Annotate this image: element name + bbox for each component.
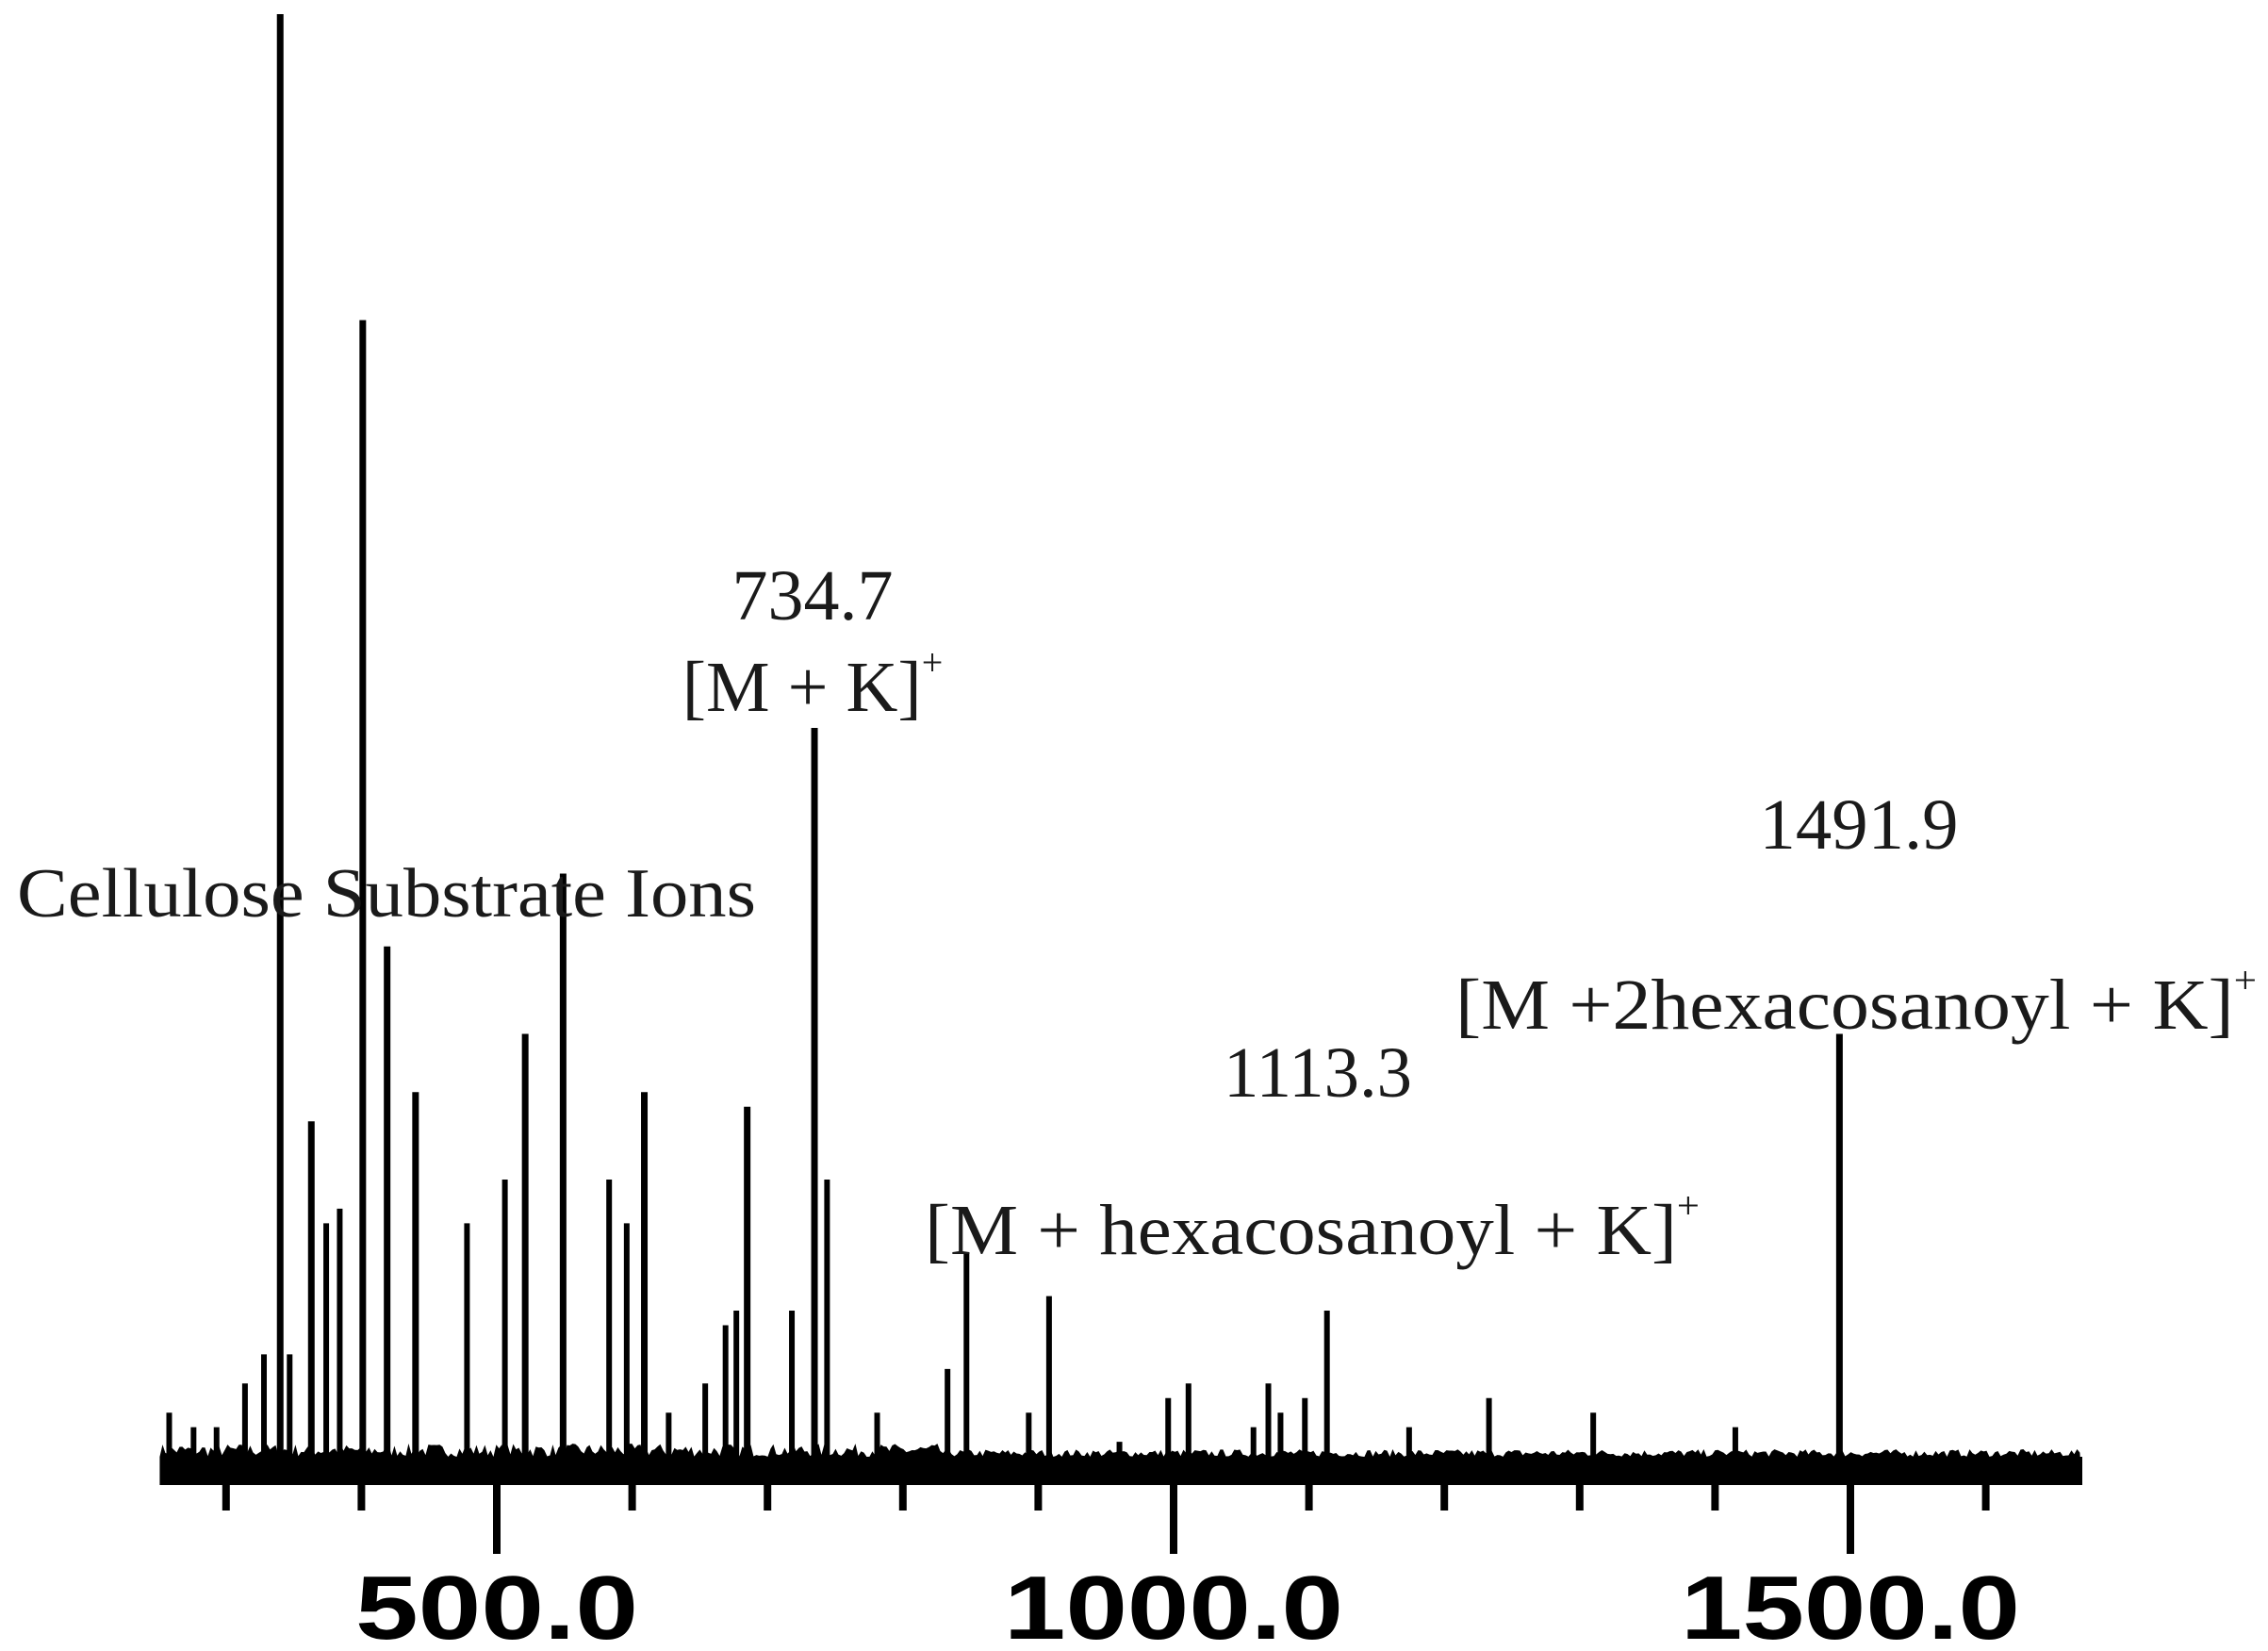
cellulose-substrate-ions-label: Cellulose Substrate Ions	[17, 855, 756, 933]
peak-1491-ion-formula: [M +2hexacosanoyl + K]	[1455, 966, 2234, 1045]
x-tick-label-500: 500.0	[355, 1558, 638, 1651]
peak-1113-mz-label: 1113.3	[1224, 1033, 1412, 1113]
peak-1113-charge: +	[1677, 1184, 1700, 1227]
peak-1491-mz-label: 1491.9	[1760, 785, 1959, 865]
peak-1113-ion-label: [M + hexacosanoyl + K] +	[925, 1184, 1700, 1270]
x-tick-label-1500: 1500.0	[1681, 1558, 2020, 1651]
peak-734-charge: +	[922, 641, 944, 684]
spectrum-peaks	[166, 14, 1843, 1480]
peak-1491-charge: +	[2234, 959, 2257, 1001]
peak-734-ion-label: [M + K]+	[682, 641, 944, 727]
x-axis-ticks	[222, 1480, 1990, 1554]
peak-1113-ion-formula: [M + hexacosanoyl + K]	[925, 1191, 1677, 1270]
peak-1491-ion-label: [M +2hexacosanoyl + K] +	[1455, 959, 2257, 1045]
peak-734-mz-label: 734.7	[732, 556, 894, 636]
x-tick-label-1000: 1000.0	[1004, 1558, 1343, 1651]
peak-734-ion-formula: [M + K]	[682, 648, 922, 727]
